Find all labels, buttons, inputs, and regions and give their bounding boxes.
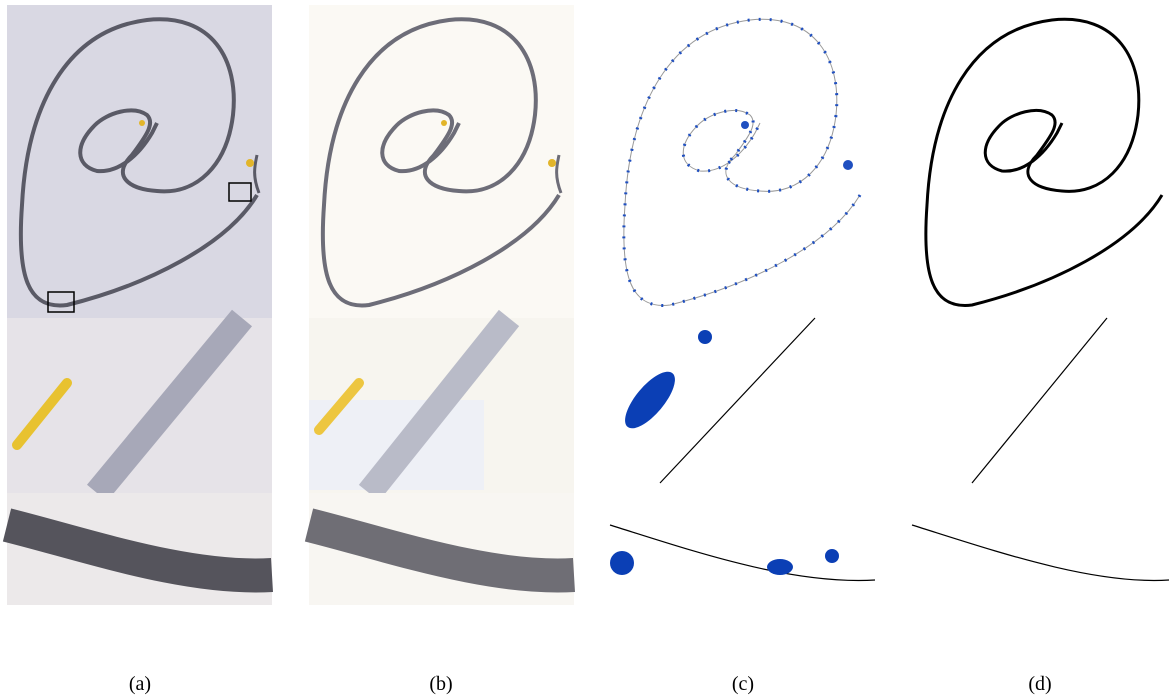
panel-d xyxy=(912,5,1169,605)
panel-label: (c) xyxy=(732,673,754,695)
panel-label: (b) xyxy=(429,673,452,695)
panel-label: (a) xyxy=(129,673,151,695)
panel-label: (d) xyxy=(1028,673,1051,695)
panel-a xyxy=(7,5,272,605)
panel-c xyxy=(610,5,875,605)
figure-svg: (a) (b) (c) (d) xyxy=(0,0,1169,700)
figure: (a) (b) (c) (d) xyxy=(0,0,1169,700)
panel-b xyxy=(309,5,574,605)
